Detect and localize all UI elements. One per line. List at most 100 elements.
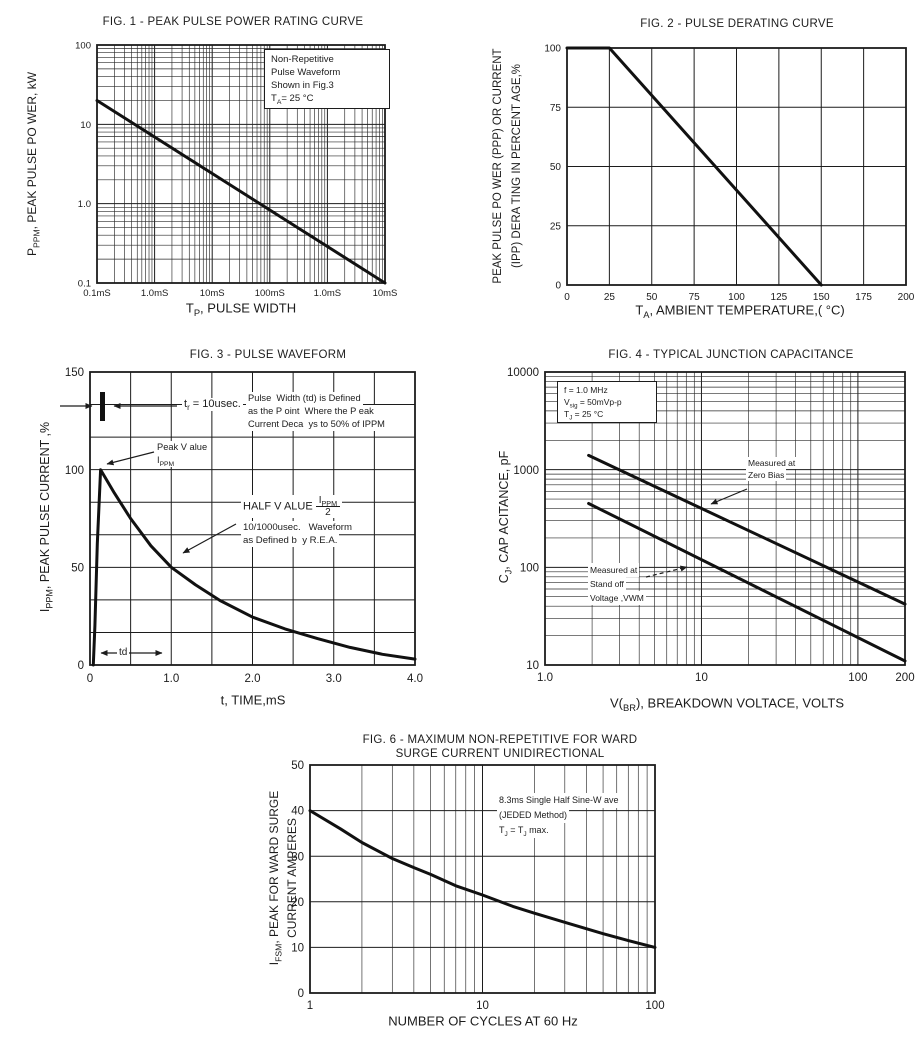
svg-text:2.0: 2.0: [245, 673, 261, 685]
fig1-ta-pre: T: [271, 93, 277, 105]
svg-text:10: 10: [80, 120, 91, 131]
svg-text:3.0: 3.0: [326, 673, 342, 685]
standoff-line3: Voltage ,VWM: [588, 591, 646, 605]
fig1-ylabel-post: , PEAK PULSE PO WER, kW: [25, 71, 39, 230]
svg-text:4.0: 4.0: [407, 673, 423, 685]
half-value-text: HALF V ALUE: [243, 500, 313, 513]
fig4-zero-bias-note: Measured at Zero Bias: [746, 457, 798, 481]
tr-text: tr = 10usec.: [182, 398, 243, 412]
fig2-xlabel-sub: A: [643, 310, 650, 321]
rea-line2: as Defined b y R.E.A.: [241, 534, 340, 547]
fig3-x-axis-label: t, TIME,mS: [220, 692, 286, 708]
svg-text:30: 30: [291, 851, 304, 863]
fig1-title: FIG. 1 - PEAK PULSE POWER RATING CURVE: [102, 16, 364, 28]
fig6-note-line2: (JEDED Method): [497, 808, 570, 823]
fig6-y-axis-label-line1: IFSM, PEAK FOR WARD SURGE: [267, 791, 284, 966]
fig1-xlabel-sub: P: [193, 308, 201, 319]
svg-text:1000: 1000: [513, 465, 539, 477]
tjmax-p3: max.: [526, 825, 549, 835]
svg-text:25: 25: [550, 221, 562, 232]
fig6-ylabel-sub: FSM: [273, 943, 284, 962]
svg-text:50: 50: [646, 292, 658, 303]
fig4-ylabel-pre: C: [497, 574, 511, 584]
peak-value-arrow: [106, 451, 155, 466]
legend-line2: Vsig = 50mVp-p: [564, 396, 650, 410]
fig1-box-line2: Pulse Waveform: [271, 67, 341, 79]
fig3-td-label: td: [117, 646, 130, 659]
svg-text:0: 0: [555, 281, 561, 292]
fraction-numerator: IPPM: [315, 495, 341, 507]
svg-text:40: 40: [291, 806, 304, 818]
half-value-line: HALF V ALUE IPPM 2: [241, 495, 343, 518]
tj-pre: T: [564, 409, 570, 419]
fig6-condition-note: 8.3ms Single Half Sine-W ave (JEDED Meth…: [497, 793, 621, 838]
tjmax-s2: J: [523, 830, 527, 838]
svg-text:125: 125: [771, 292, 788, 303]
svg-text:0: 0: [87, 673, 93, 685]
tjmax-p2: = T: [507, 825, 524, 835]
legend-line3: TJ = 25 °C: [564, 408, 650, 421]
svg-text:50: 50: [291, 760, 304, 772]
fig1-ylabel-sub: PPM: [31, 229, 42, 249]
fig3-y-axis-label: IPPM, PEAK PULSE CURRENT ,%: [38, 421, 55, 612]
td-text: td: [117, 646, 130, 659]
legend-line1: f = 1.0 MHz: [564, 385, 608, 395]
svg-text:10mS: 10mS: [200, 288, 225, 299]
fig2-xlabel-pre: T: [635, 302, 644, 318]
fig3-tr-label: tr = 10usec.: [182, 398, 243, 412]
svg-text:100: 100: [520, 562, 539, 574]
fig4-y-axis-label: CJ, CAP ACITANCE, pF: [497, 450, 514, 584]
peak-ippm-pre: I: [157, 455, 160, 465]
peak-ippm-sub: PPM: [159, 460, 175, 468]
svg-text:1.0mS: 1.0mS: [314, 288, 341, 299]
pw-note-line2: as the P oint Where the P eak: [246, 405, 376, 418]
fig4-ylabel-sub: J: [503, 569, 514, 575]
svg-text:50: 50: [71, 562, 84, 574]
fig1-condition-box: Non-Repetitive Pulse Waveform Shown in F…: [264, 49, 390, 110]
rea-line1: 10/1000usec. Waveform: [241, 521, 354, 534]
svg-text:1.0: 1.0: [537, 672, 553, 684]
svg-text:25: 25: [604, 292, 616, 303]
fig6-title-line1: FIG. 6 - MAXIMUM NON-REPETITIVE FOR WARD: [362, 734, 638, 746]
frac-ippm-pre: I: [318, 495, 322, 506]
tr-pre: t: [184, 398, 188, 410]
fig6-ylabel-pre: I: [267, 961, 281, 966]
svg-text:1: 1: [307, 1000, 313, 1012]
ippm-over-2-fraction: IPPM 2: [315, 495, 341, 518]
fig1-y-axis-label: PPPM, PEAK PULSE PO WER, kW: [25, 71, 42, 256]
svg-text:10: 10: [476, 1000, 489, 1012]
vsig-post: = 50mVp-p: [577, 397, 622, 407]
svg-text:175: 175: [855, 292, 872, 303]
fig2-xlabel-post: , AMBIENT TEMPERATURE,( °C): [649, 302, 845, 318]
fig1-x-axis-label: TP, PULSE WIDTH: [186, 301, 296, 319]
standoff-line2: Stand off: [588, 577, 626, 591]
fig6-note-line1: 8.3ms Single Half Sine-W ave: [497, 793, 621, 808]
peak-line2: IPPM: [155, 454, 177, 468]
svg-text:100: 100: [65, 465, 84, 477]
fraction-denominator: 2: [325, 507, 331, 518]
svg-text:100: 100: [728, 292, 745, 303]
vsig-pre: V: [564, 397, 570, 407]
svg-text:75: 75: [689, 292, 701, 303]
fig1-ta-sub: A: [276, 99, 282, 107]
fig4-x-axis-label: V(BR), BREAKDOWN VOLTACE, VOLTS: [610, 696, 844, 713]
vsig-sub: sig: [569, 402, 578, 410]
fig6-x-axis-label: NUMBER OF CYCLES AT 60 Hz: [388, 1013, 578, 1029]
zero-bias-line1: Measured at: [746, 457, 798, 469]
svg-text:10: 10: [695, 672, 708, 684]
fig1-box-line1: Non-Repetitive: [271, 54, 334, 65]
fig4-ylabel-post: , CAP ACITANCE, pF: [497, 450, 511, 570]
svg-text:200: 200: [895, 672, 914, 684]
fig3-peak-value-note: Peak V alue IPPM: [155, 441, 210, 468]
tjmax-p1: T: [499, 825, 505, 835]
tjmax-s1: J: [504, 830, 508, 838]
svg-text:0: 0: [298, 988, 304, 1000]
svg-text:20: 20: [291, 897, 304, 909]
svg-text:200: 200: [898, 292, 915, 303]
fig3-ylabel-sub: PPM: [44, 589, 55, 609]
fig3-half-value-note: HALF V ALUE IPPM 2: [241, 495, 343, 518]
pw-note-line1: Pulse Width (td) is Defined: [246, 392, 363, 405]
fig3-ylabel-post: , PEAK PULSE CURRENT ,%: [38, 421, 52, 590]
